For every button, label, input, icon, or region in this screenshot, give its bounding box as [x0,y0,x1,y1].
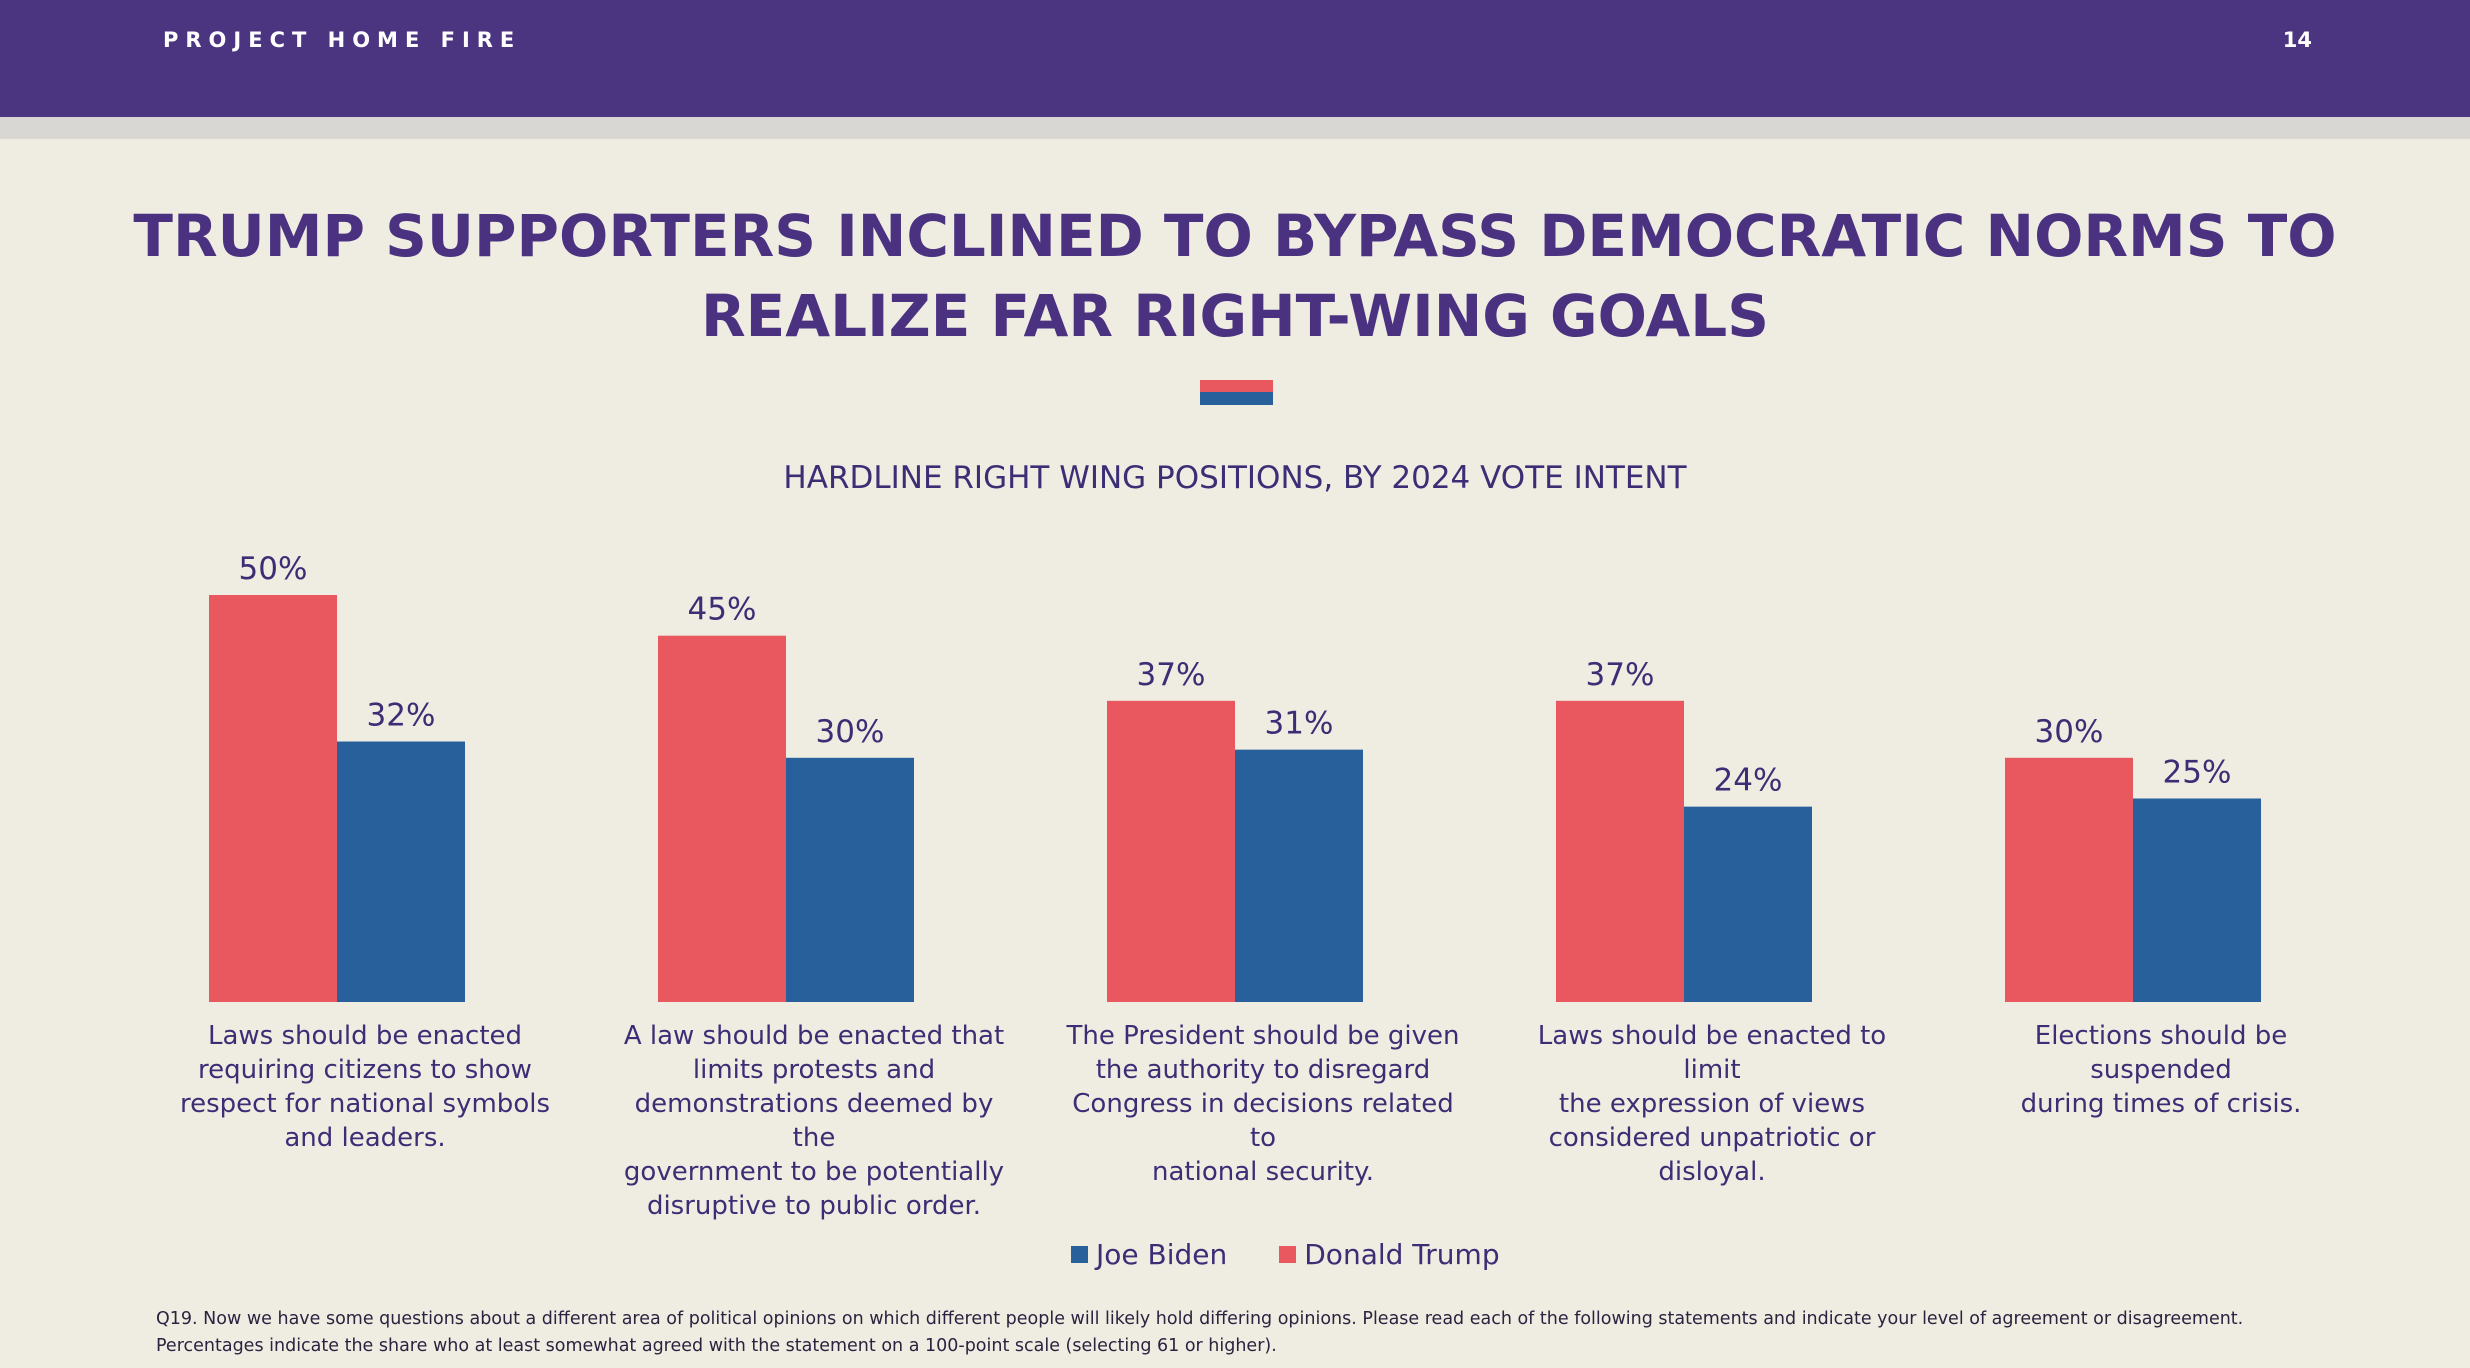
legend-label-biden: Joe Biden [1096,1237,1228,1271]
header-bar [0,0,2470,117]
category-label-line: requiring citizens to show [198,1055,532,1085]
legend-item-trump: Donald Trump [1279,1237,1500,1271]
category-label-line: government to be potentially [623,1157,1005,1187]
page-title: TRUMP SUPPORTERS INCLINED TO BYPASS DEMO… [0,196,2470,356]
data-label-joe-biden-1: 32% [367,698,436,734]
chart-title: HARDLINE RIGHT WING POSITIONS, BY 2024 V… [783,460,1687,496]
page-number: 14 [2282,28,2312,52]
bar-donald-trump-5 [2005,757,2133,1002]
footnote-line-2: Percentages indicate the share who at le… [156,1336,1277,1356]
bar-joe-biden-2 [786,757,914,1002]
category-label-line: national security. [1151,1157,1374,1187]
header-divider [0,117,2470,139]
data-label-joe-biden-4: 24% [1714,763,1783,799]
category-label-line: limits protests and [692,1055,936,1085]
data-label-donald-trump-3: 37% [1137,657,1206,693]
bar-joe-biden-1 [337,741,465,1002]
bar-donald-trump-1 [209,595,337,1002]
category-label-1: Laws should be enacted requiring citizens… [165,1019,565,1155]
bar-joe-biden-5 [2133,798,2261,1002]
category-label-5: Elections should be suspended during time… [1961,1019,2361,1121]
bar-joe-biden-4 [1684,806,1812,1002]
bar-chart: 50% 32% 45% 30% 37% 31% 37% 24% 30% 25% [209,551,2261,1002]
data-label-donald-trump-5: 30% [2035,714,2104,750]
category-label-line: Laws should be enacted [207,1021,523,1051]
data-label-donald-trump-1: 50% [239,551,308,587]
brand-name: PROJECT HOME FIRE [163,28,522,52]
category-label-line: respect for national symbols [179,1089,550,1119]
bar-joe-biden-3 [1235,749,1363,1002]
category-label-4: Laws should be enacted to limit the expre… [1512,1019,1912,1189]
category-label-line: considered unpatriotic or [1548,1123,1876,1153]
flag-blue-stripe [1200,392,1273,405]
footnote-line-1: Q19. Now we have some questions about a … [156,1309,2244,1329]
legend-swatch-trump [1279,1245,1297,1263]
category-label-line: during times of crisis. [2020,1089,2302,1119]
category-label-3: The President should be given the authori… [1063,1019,1463,1189]
category-label-line: A law should be enacted that [623,1021,1005,1051]
category-label-line: Elections should be suspended [2034,1021,2288,1085]
category-label-line: and leaders. [284,1123,446,1153]
data-label-donald-trump-2: 45% [688,592,757,628]
category-label-line: the authority to disregard [1095,1055,1431,1085]
category-label-line: disloyal. [1658,1157,1766,1187]
category-label-line: The President should be given [1066,1021,1460,1051]
category-label-line: Congress in decisions related to [1072,1089,1454,1153]
legend-label-trump: Donald Trump [1304,1237,1500,1271]
category-label-line: disruptive to public order. [646,1191,982,1221]
page-title-line-2: REALIZE FAR RIGHT-WING GOALS [700,282,1770,350]
bar-donald-trump-3 [1107,700,1235,1002]
page-title-line-1: TRUMP SUPPORTERS INCLINED TO BYPASS DEMO… [133,202,2337,270]
legend-item-biden: Joe Biden [1071,1238,1227,1271]
category-label-line: Laws should be enacted to limit [1537,1021,1887,1085]
footnote: Q19. Now we have some questions about a … [156,1306,2416,1360]
legend-swatch-biden [1071,1245,1088,1263]
bar-donald-trump-4 [1556,700,1684,1002]
data-label-joe-biden-5: 25% [2163,755,2232,791]
data-label-joe-biden-2: 30% [816,714,885,750]
data-label-joe-biden-3: 31% [1265,706,1334,742]
flag-red-stripe [1200,380,1273,392]
category-label-line: demonstrations deemed by the [634,1089,994,1153]
data-label-donald-trump-4: 37% [1586,657,1655,693]
category-label-2: A law should be enacted that limits prote… [614,1019,1014,1223]
bar-donald-trump-2 [658,635,786,1002]
category-label-line: the expression of views [1558,1089,1866,1119]
chart-legend: Joe Biden Donald Trump [1071,1236,1552,1272]
